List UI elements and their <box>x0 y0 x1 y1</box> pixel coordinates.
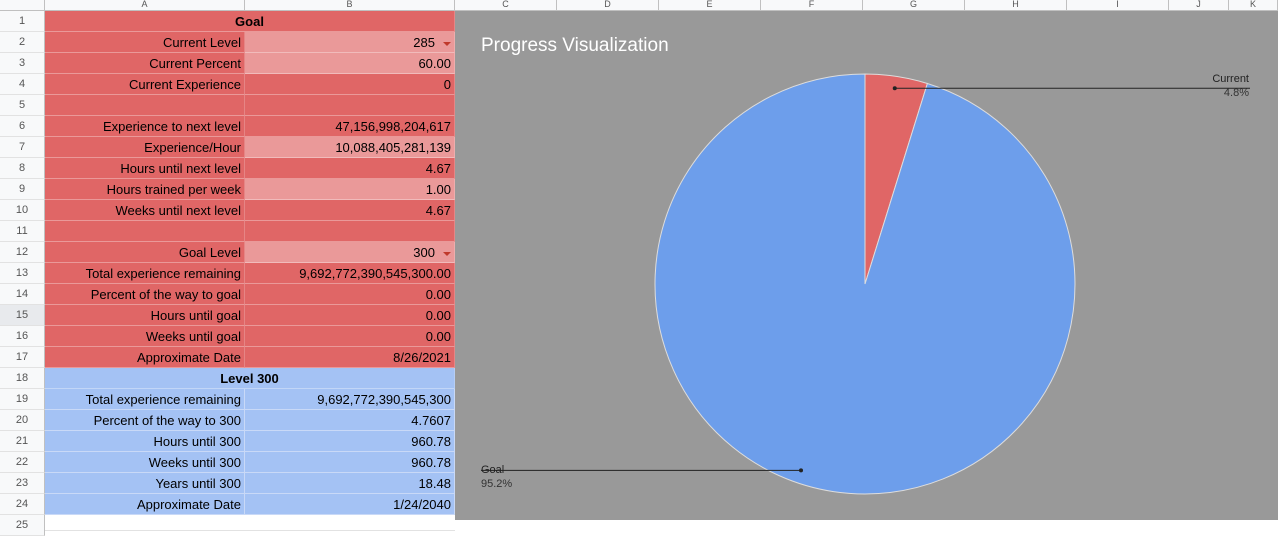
percent-to-goal-label[interactable]: Percent of the way to goal <box>45 284 245 305</box>
hours-next-label[interactable]: Hours until next level <box>45 158 245 179</box>
column-header-e[interactable]: E <box>659 0 761 11</box>
row-header[interactable]: 3 <box>0 53 45 74</box>
row-header[interactable]: 14 <box>0 284 45 305</box>
row-header[interactable]: 12 <box>0 242 45 263</box>
current-level-dropdown[interactable]: 285 <box>245 32 455 53</box>
current-experience-value[interactable]: 0 <box>245 74 455 95</box>
row-header[interactable]: 16 <box>0 326 45 347</box>
pie-slice-goal[interactable] <box>654 73 1076 495</box>
row-header[interactable]: 24 <box>0 494 45 515</box>
row-header[interactable]: 1 <box>0 11 45 32</box>
exp-to-next-label[interactable]: Experience to next level <box>45 116 245 137</box>
leader-dot-current <box>892 86 897 91</box>
goal-header[interactable]: Goal <box>45 11 455 32</box>
hours-goal-value[interactable]: 0.00 <box>245 305 455 326</box>
legend-label-goal: Goal <box>481 464 505 476</box>
column-header-a[interactable]: A <box>45 0 245 11</box>
current-percent-value[interactable]: 60.00 <box>245 53 455 74</box>
approx-date-label[interactable]: Approximate Date <box>45 347 245 368</box>
legend-label-current: Current <box>1212 73 1249 85</box>
column-header-k[interactable]: K <box>1229 0 1278 11</box>
chart-title: Progress Visualization <box>481 35 669 56</box>
exp-per-hour-value[interactable]: 10,088,405,281,139 <box>245 137 455 158</box>
level-approx-date-label[interactable]: Approximate Date <box>45 494 245 515</box>
total-remaining-label[interactable]: Total experience remaining <box>45 263 245 284</box>
approx-date-value[interactable]: 8/26/2021 <box>245 347 455 368</box>
total-remaining-value[interactable]: 9,692,772,390,545,300.00 <box>245 263 455 284</box>
weeks-next-label[interactable]: Weeks until next level <box>45 200 245 221</box>
column-header-i[interactable]: I <box>1067 0 1169 11</box>
row-header[interactable]: 4 <box>0 74 45 95</box>
row-header-selected[interactable]: 15 <box>0 305 45 326</box>
legend-percent-current: 4.8% <box>1223 87 1249 99</box>
dropdown-arrow-icon[interactable] <box>443 41 451 46</box>
row-header[interactable]: 18 <box>0 368 45 389</box>
row-header[interactable]: 9 <box>0 179 45 200</box>
row-header[interactable]: 10 <box>0 200 45 221</box>
exp-per-hour-label[interactable]: Experience/Hour <box>45 137 245 158</box>
level-years-label[interactable]: Years until 300 <box>45 473 245 494</box>
current-level-label[interactable]: Current Level <box>45 32 245 53</box>
level-weeks-label[interactable]: Weeks until 300 <box>45 452 245 473</box>
current-percent-label[interactable]: Current Percent <box>45 53 245 74</box>
row-header[interactable]: 20 <box>0 410 45 431</box>
weeks-goal-value[interactable]: 0.00 <box>245 326 455 347</box>
row-header[interactable]: 19 <box>0 389 45 410</box>
current-level-value: 285 <box>413 35 435 50</box>
level-hours-value[interactable]: 960.78 <box>245 431 455 452</box>
column-header-d[interactable]: D <box>557 0 659 11</box>
hours-next-value[interactable]: 4.67 <box>245 158 455 179</box>
row-header[interactable]: 2 <box>0 32 45 53</box>
legend-percent-goal: 95.2% <box>481 478 513 490</box>
current-experience-label[interactable]: Current Experience <box>45 74 245 95</box>
column-header-b[interactable]: B <box>245 0 455 11</box>
row-header[interactable]: 22 <box>0 452 45 473</box>
column-header-h[interactable]: H <box>965 0 1067 11</box>
level-hours-label[interactable]: Hours until 300 <box>45 431 245 452</box>
empty-row[interactable] <box>45 510 455 531</box>
level-percent-value[interactable]: 4.7607 <box>245 410 455 431</box>
level-percent-label[interactable]: Percent of the way to 300 <box>45 410 245 431</box>
hours-per-week-label[interactable]: Hours trained per week <box>45 179 245 200</box>
row-header[interactable]: 11 <box>0 221 45 242</box>
percent-to-goal-value[interactable]: 0.00 <box>245 284 455 305</box>
level-total-remaining-label[interactable]: Total experience remaining <box>45 389 245 410</box>
weeks-next-value[interactable]: 4.67 <box>245 200 455 221</box>
column-header-f[interactable]: F <box>761 0 863 11</box>
exp-to-next-value[interactable]: 47,156,998,204,617 <box>245 116 455 137</box>
hours-goal-label[interactable]: Hours until goal <box>45 305 245 326</box>
level-approx-date-value[interactable]: 1/24/2040 <box>245 494 455 515</box>
row-header[interactable]: 17 <box>0 347 45 368</box>
empty-cell[interactable] <box>245 221 455 242</box>
row-header[interactable]: 8 <box>0 158 45 179</box>
hours-per-week-value[interactable]: 1.00 <box>245 179 455 200</box>
row-header[interactable]: 13 <box>0 263 45 284</box>
column-header-j[interactable]: J <box>1169 0 1229 11</box>
column-header-c[interactable]: C <box>455 0 557 11</box>
row-header[interactable]: 21 <box>0 431 45 452</box>
row-header[interactable]: 6 <box>0 116 45 137</box>
level-weeks-value[interactable]: 960.78 <box>245 452 455 473</box>
row-header[interactable]: 5 <box>0 95 45 116</box>
select-all-corner[interactable] <box>0 0 45 11</box>
goal-level-label[interactable]: Goal Level <box>45 242 245 263</box>
dropdown-arrow-icon[interactable] <box>443 251 451 256</box>
goal-level-value: 300 <box>413 245 435 260</box>
leader-dot-goal <box>799 468 804 473</box>
column-header-g[interactable]: G <box>863 0 965 11</box>
empty-cell[interactable] <box>45 95 245 116</box>
goal-level-dropdown[interactable]: 300 <box>245 242 455 263</box>
level-years-value[interactable]: 18.48 <box>245 473 455 494</box>
level-header[interactable]: Level 300 <box>45 368 455 389</box>
empty-cell[interactable] <box>45 221 245 242</box>
row-header[interactable]: 7 <box>0 137 45 158</box>
weeks-goal-label[interactable]: Weeks until goal <box>45 326 245 347</box>
pie-chart-svg <box>481 73 1250 495</box>
row-header[interactable]: 23 <box>0 473 45 494</box>
row-header[interactable]: 25 <box>0 515 45 536</box>
empty-cell[interactable] <box>245 95 455 116</box>
pie-chart[interactable]: Progress Visualization Current 4.8% Goal… <box>455 11 1278 520</box>
level-total-remaining-value[interactable]: 9,692,772,390,545,300 <box>245 389 455 410</box>
